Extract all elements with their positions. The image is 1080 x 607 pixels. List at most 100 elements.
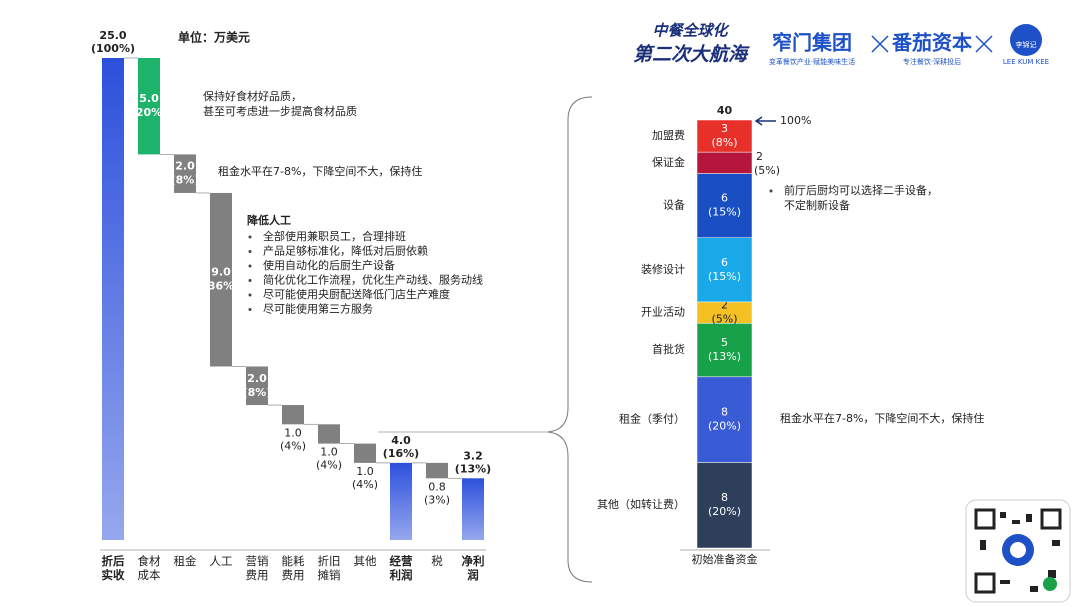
segment [696, 119, 753, 153]
unit-label: 单位：万美元 [178, 30, 250, 45]
pct-label: (16%) [383, 447, 419, 460]
pct-label: (13%) [455, 462, 491, 475]
segment [696, 237, 753, 303]
value-label: 8 [721, 406, 728, 419]
pct-label: (13%) [708, 350, 741, 363]
campaign-line: 第二次大航海 [633, 44, 750, 66]
pct-label: (4%) [352, 478, 378, 491]
x-tick-label: 人工 [210, 554, 233, 568]
value-label: 1.0 [356, 465, 374, 478]
annotation: 全部使用兼职员工，合理排班 [263, 229, 406, 243]
segment [696, 151, 753, 174]
x-tick-label: 初始准备资金 [692, 552, 758, 566]
bullet [248, 250, 252, 253]
logo-text: 李锦记 [1016, 40, 1037, 49]
annotation: 租金水平在7-8%，下降空间不大，保持住 [780, 411, 984, 425]
value-label: 4.0 [391, 434, 411, 447]
bar [426, 462, 448, 479]
annotation: 保持好食材好品质， [203, 89, 302, 103]
total-pct-label: 100% [780, 114, 811, 127]
value-label: 5 [721, 336, 728, 349]
pct-label: (20%) [131, 106, 167, 119]
logo-text: LEE KUM KEE [1003, 58, 1049, 66]
bar [138, 58, 160, 155]
pct-label: (8%) [171, 174, 200, 187]
bullet [248, 293, 252, 297]
value-label: 1.0 [320, 446, 338, 459]
series-label: 租金（季付） [619, 412, 685, 426]
value-label: 8 [721, 491, 728, 504]
pct-label: (8%) [243, 386, 272, 399]
value-label: 1.0 [284, 426, 302, 439]
bullet [248, 264, 252, 268]
value-label: 2 [756, 150, 763, 163]
bar [354, 443, 376, 463]
x-tick-label: 经营利润 [389, 554, 413, 582]
segment [696, 376, 753, 463]
series-label: 保证金 [652, 155, 685, 169]
pct-label: (20%) [708, 420, 741, 433]
bar [462, 478, 484, 540]
bar [174, 154, 196, 193]
value-label: 25.0 [99, 29, 126, 42]
cross [975, 35, 993, 53]
logo-circle [1010, 24, 1042, 56]
x-tick-label: 能耗费用 [282, 554, 305, 582]
x-tick-label: 折后实收 [102, 554, 125, 582]
x-tick-label: 其他 [354, 554, 377, 568]
bullet [248, 235, 252, 239]
total-arrow [754, 116, 776, 126]
bar [318, 424, 340, 444]
series-label: 开业活动 [641, 306, 685, 319]
annotation: 尽可能使用央厨配送降低门店生产难度 [263, 287, 450, 301]
annotation: 不定制新设备 [784, 198, 850, 212]
total-label: 40 [717, 104, 733, 117]
value-label: 9.0 [211, 266, 231, 279]
value-label: 3 [721, 122, 728, 135]
pct-label: (20%) [708, 505, 741, 518]
value-label: 5.0 [139, 92, 159, 105]
x-tick-label: 税 [431, 554, 443, 568]
series-label: 加盟费 [652, 129, 685, 142]
annotation: 产品足够标准化，降低对后厨依赖 [263, 244, 428, 258]
pct-label: (3%) [424, 493, 450, 506]
annotation-title: 降低人工 [247, 213, 291, 227]
pct-label: (5%) [711, 313, 737, 326]
x-tick-label: 折旧摊销 [318, 554, 341, 582]
qr-code [965, 499, 1071, 603]
campaign-line: 中餐全球化 [652, 22, 729, 40]
logo-text: 番茄资本 [891, 31, 972, 55]
pct-label: (15%) [708, 206, 741, 219]
segment [696, 173, 753, 238]
bar [210, 192, 232, 367]
annotation: 简化优化工作流程，优化生产动线、服务动线 [263, 273, 483, 287]
value-label: 2 [721, 299, 728, 312]
bar [282, 405, 304, 425]
x-tick-label: 租金 [174, 554, 197, 568]
value-label: 6 [721, 256, 728, 269]
logo-text: 窄门集团 [772, 31, 852, 55]
x-tick-label: 食材成本 [138, 554, 161, 582]
pct-label: (5%) [754, 164, 780, 177]
x-tick-label: 营销费用 [246, 554, 269, 582]
value-label: 0.8 [428, 480, 446, 493]
value-label: 6 [721, 192, 728, 205]
bullet [769, 189, 773, 193]
cross [871, 35, 889, 53]
value-label: 2.0 [175, 160, 195, 173]
pct-label: (4%) [316, 459, 342, 472]
pct-label: (15%) [708, 270, 741, 283]
pct-label: (36%) [203, 280, 239, 293]
bar [102, 58, 124, 540]
series-label: 其他（如转让费） [597, 497, 685, 511]
value-label: 2.0 [247, 372, 267, 385]
x-tick-label: 净利润 [462, 554, 485, 582]
annotation: 尽可能使用第三方服务 [263, 302, 373, 316]
bullet [248, 279, 252, 282]
pct-label: (100%) [91, 42, 135, 55]
logo-tagline: 变革餐饮产业·赋能美味生活 [769, 57, 855, 66]
value-label: 3.2 [463, 449, 483, 462]
series-label: 装修设计 [641, 262, 685, 276]
